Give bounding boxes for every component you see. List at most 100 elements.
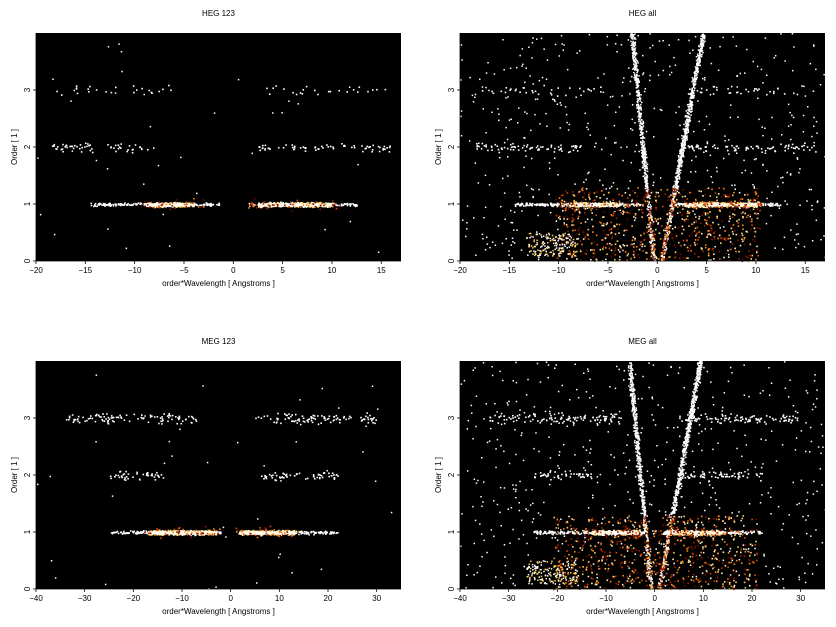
event-point bbox=[171, 203, 174, 206]
event-point bbox=[798, 148, 800, 150]
event-point bbox=[631, 42, 634, 44]
event-point bbox=[686, 126, 689, 128]
event-point bbox=[517, 149, 520, 151]
event-point bbox=[267, 204, 270, 206]
event-point bbox=[637, 69, 639, 71]
event-point bbox=[710, 62, 713, 65]
event-point bbox=[471, 94, 474, 97]
event-point bbox=[529, 202, 531, 205]
event-point bbox=[174, 201, 177, 204]
event-point bbox=[634, 77, 637, 79]
event-point bbox=[275, 85, 277, 87]
event-point bbox=[687, 130, 690, 132]
event-point bbox=[525, 155, 527, 157]
event-point bbox=[640, 137, 642, 139]
event-point bbox=[754, 191, 757, 193]
event-point bbox=[297, 103, 299, 105]
event-point bbox=[675, 186, 677, 189]
event-point bbox=[651, 245, 654, 248]
event-point bbox=[610, 153, 612, 156]
event-point bbox=[649, 79, 651, 82]
event-point bbox=[285, 144, 287, 146]
event-point bbox=[520, 249, 523, 251]
event-point bbox=[262, 204, 265, 207]
event-point bbox=[670, 71, 673, 74]
event-point bbox=[543, 84, 545, 87]
event-point bbox=[677, 138, 679, 140]
event-point bbox=[87, 88, 89, 90]
event-point bbox=[283, 203, 285, 206]
event-point bbox=[631, 48, 633, 51]
event-point bbox=[691, 202, 693, 204]
event-point bbox=[500, 90, 503, 93]
event-point bbox=[693, 221, 695, 224]
event-point bbox=[701, 38, 704, 41]
event-point bbox=[524, 150, 527, 152]
event-point bbox=[149, 204, 151, 207]
event-point bbox=[267, 207, 269, 210]
event-point bbox=[675, 172, 677, 175]
event-point bbox=[601, 148, 603, 151]
event-point bbox=[668, 220, 670, 222]
event-point bbox=[698, 45, 700, 48]
event-point bbox=[91, 148, 93, 150]
event-point bbox=[299, 92, 302, 94]
event-point bbox=[538, 256, 540, 259]
event-point bbox=[512, 142, 514, 145]
event-point bbox=[695, 145, 698, 148]
event-point bbox=[646, 226, 648, 229]
event-point bbox=[685, 205, 688, 208]
event-point bbox=[765, 222, 768, 225]
event-point bbox=[466, 228, 468, 230]
event-point bbox=[650, 240, 653, 242]
event-point bbox=[529, 75, 531, 77]
event-point bbox=[616, 34, 618, 36]
event-point bbox=[691, 110, 693, 112]
event-point bbox=[554, 157, 556, 159]
event-point bbox=[669, 65, 671, 68]
event-point bbox=[691, 77, 694, 79]
event-point bbox=[691, 101, 693, 104]
event-point bbox=[132, 204, 134, 206]
event-point bbox=[288, 204, 291, 207]
chart-title: HEG all bbox=[629, 9, 657, 18]
event-point bbox=[693, 207, 695, 209]
event-point bbox=[266, 87, 268, 90]
event-point bbox=[732, 194, 734, 197]
event-point bbox=[638, 94, 641, 97]
event-point bbox=[176, 205, 179, 208]
event-point bbox=[107, 144, 109, 146]
event-point bbox=[498, 151, 501, 154]
event-point bbox=[101, 204, 103, 206]
event-point bbox=[650, 227, 652, 230]
event-point bbox=[587, 122, 589, 125]
event-point bbox=[627, 204, 630, 206]
event-point bbox=[698, 59, 700, 62]
event-point bbox=[637, 78, 639, 80]
event-point bbox=[633, 219, 636, 222]
event-point bbox=[666, 222, 669, 224]
event-point bbox=[527, 204, 530, 207]
event-point bbox=[277, 202, 280, 204]
event-point bbox=[741, 202, 744, 205]
event-point bbox=[317, 205, 320, 208]
event-point bbox=[698, 147, 700, 150]
event-point bbox=[662, 257, 664, 260]
event-point bbox=[345, 203, 347, 205]
event-point bbox=[794, 239, 796, 241]
event-point bbox=[560, 34, 563, 37]
event-point bbox=[264, 144, 267, 147]
event-point bbox=[460, 79, 462, 81]
event-point bbox=[96, 205, 98, 208]
event-point bbox=[572, 149, 575, 152]
event-point bbox=[262, 203, 265, 206]
event-point bbox=[567, 151, 570, 154]
event-point bbox=[178, 202, 181, 204]
event-point bbox=[510, 143, 512, 146]
event-point bbox=[721, 205, 723, 208]
event-point bbox=[811, 146, 813, 149]
event-point bbox=[693, 94, 696, 97]
event-point bbox=[623, 77, 625, 79]
event-point bbox=[640, 234, 642, 237]
event-point bbox=[490, 145, 493, 148]
